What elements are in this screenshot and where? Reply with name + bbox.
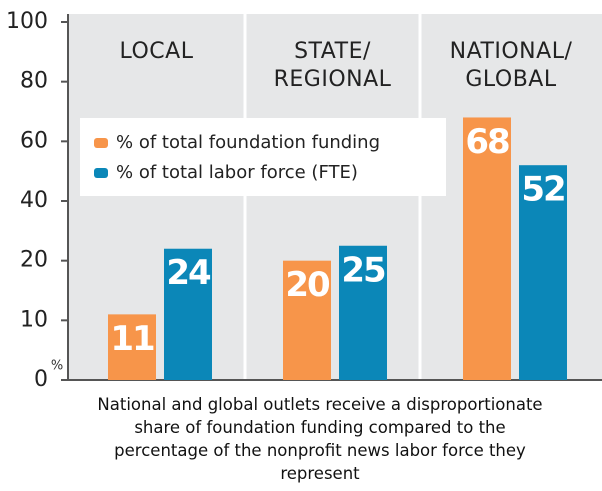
y-tick-label: 80	[20, 69, 48, 94]
category-label: STATE/ REGIONAL	[273, 39, 392, 92]
bar	[519, 165, 567, 380]
category-label: LOCAL	[119, 39, 194, 64]
category-label: NATIONAL/ GLOBAL	[449, 39, 573, 92]
legend-swatch	[94, 138, 108, 148]
caption: National and global outlets receive a di…	[97, 395, 543, 483]
y-tick-label: 40	[20, 188, 48, 213]
y-tick-label: 60	[20, 128, 48, 153]
legend-box	[80, 118, 446, 196]
y-axis-label: %	[51, 359, 63, 374]
legend-label: % of total labor force (FTE)	[116, 162, 358, 183]
bar	[283, 260, 331, 380]
value-label: 25	[341, 250, 385, 290]
value-label: 20	[285, 265, 330, 305]
y-tick-label: 10	[20, 307, 48, 332]
y-tick-label: 100	[6, 9, 48, 34]
legend-label: % of total foundation funding	[116, 132, 380, 153]
value-label: 52	[521, 170, 564, 210]
bar	[463, 117, 511, 380]
panel	[245, 14, 420, 380]
panel	[68, 14, 245, 380]
y-tick-label: 0	[34, 367, 48, 392]
value-label: 68	[465, 122, 509, 162]
bar	[339, 245, 387, 380]
bar	[164, 248, 212, 380]
legend-swatch	[94, 168, 108, 178]
value-label: 11	[110, 319, 154, 359]
bar	[108, 314, 156, 380]
y-tick-label: 20	[20, 248, 48, 273]
value-label: 24	[166, 253, 211, 293]
